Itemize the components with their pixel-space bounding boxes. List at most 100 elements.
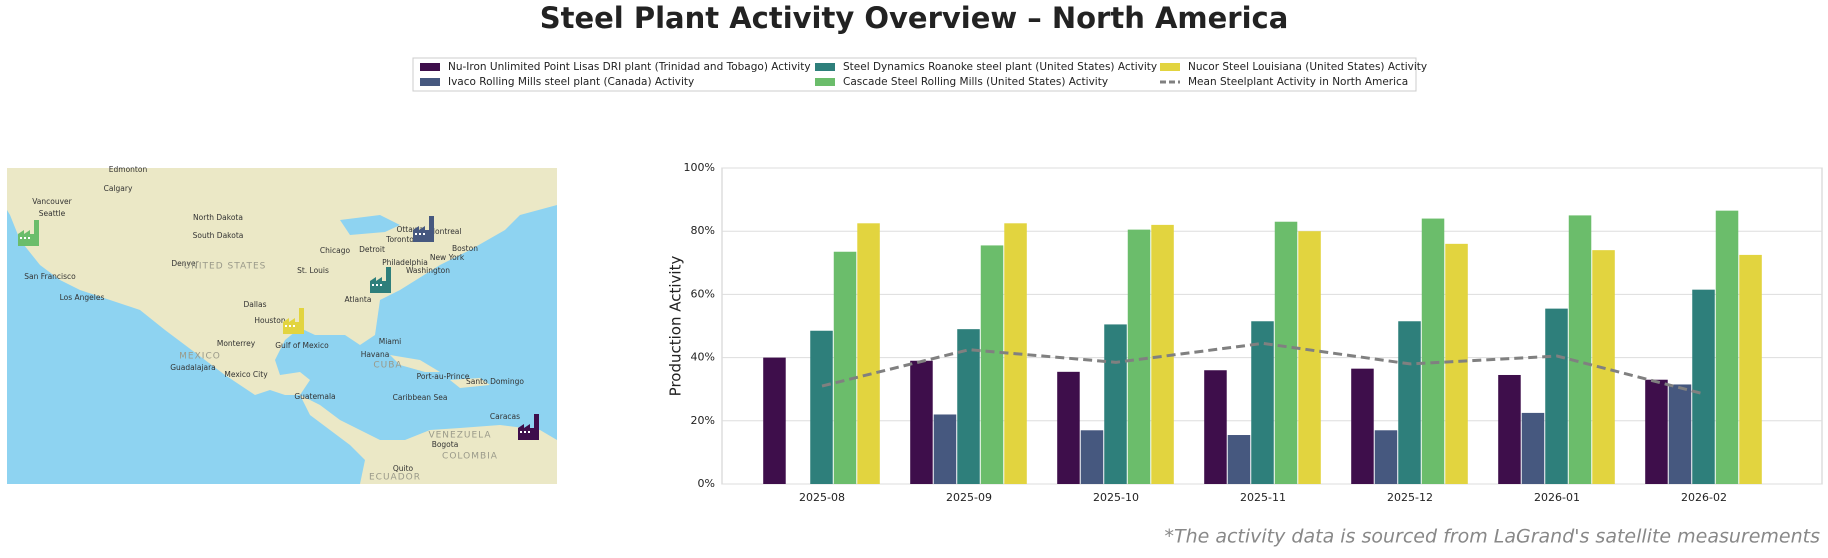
plant-window [20, 237, 22, 239]
map-label: New York [430, 253, 465, 262]
x-tick-label: 2025-11 [1240, 491, 1286, 504]
map-label: Guadalajara [170, 363, 216, 372]
map-label: Washington [406, 266, 450, 275]
map-label: North Dakota [193, 213, 243, 222]
bar [1568, 215, 1592, 484]
map-label: Houston [254, 316, 285, 325]
y-tick-label: 40% [691, 351, 715, 364]
map-label: COLOMBIA [442, 452, 498, 462]
y-tick-label: 80% [691, 224, 715, 237]
x-tick-label: 2025-08 [799, 491, 845, 504]
legend-label: Mean Steelplant Activity in North Americ… [1188, 76, 1408, 88]
map-label: VENEZUELA [428, 431, 491, 441]
map-label: Chicago [320, 246, 351, 255]
map-label: Montreal [429, 227, 462, 236]
map-label: Detroit [359, 245, 385, 254]
plant-window [423, 233, 425, 235]
plant-window [24, 237, 26, 239]
y-axis-label: Production Activity [667, 256, 685, 397]
plant-marker [518, 414, 539, 440]
x-tick-label: 2025-09 [946, 491, 992, 504]
bar [1739, 254, 1762, 484]
bar [1227, 435, 1251, 484]
map-label: Bogota [432, 440, 459, 449]
plant-marker [370, 267, 391, 293]
map-label: Los Angeles [60, 293, 105, 302]
bar [1351, 368, 1374, 484]
bar [1521, 412, 1545, 484]
x-tick-label: 2026-01 [1534, 491, 1580, 504]
map-label: Havana [361, 350, 390, 359]
map-label: Guatemala [294, 392, 335, 401]
bar [1251, 321, 1274, 484]
bar [1127, 229, 1151, 484]
map-label: Santo Domingo [466, 377, 524, 386]
plant-window [372, 284, 374, 286]
legend-swatch [420, 78, 440, 86]
bar [910, 360, 933, 484]
bar [933, 414, 957, 484]
map-label: Ottawa [396, 225, 423, 234]
bar [1398, 321, 1421, 484]
map-label: Quito [393, 464, 414, 473]
map [7, 168, 557, 484]
map-label: Vancouver [32, 197, 72, 206]
bar [1692, 289, 1715, 484]
legend-swatch [815, 78, 835, 86]
plant-window [376, 284, 378, 286]
map-label: MEXICO [179, 352, 221, 362]
y-tick-label: 60% [691, 287, 715, 300]
legend-swatch [815, 63, 835, 71]
bar [1715, 210, 1739, 484]
map-label: Edmonton [109, 165, 148, 174]
map-label: San Francisco [24, 272, 76, 281]
plant-window [528, 431, 530, 433]
map-label: Miami [379, 337, 402, 346]
legend-swatch [1160, 63, 1180, 71]
y-tick-label: 100% [684, 161, 715, 174]
x-tick-label: 2025-12 [1387, 491, 1433, 504]
map-label: Port-au-Prince [417, 372, 470, 381]
map-label: ECUADOR [369, 473, 421, 483]
plant-window [415, 233, 417, 235]
map-label: Caribbean Sea [393, 393, 448, 402]
bar [1151, 224, 1174, 484]
plant-window [293, 325, 295, 327]
plant-icon [283, 308, 304, 334]
bar [1498, 374, 1521, 484]
plant-window [289, 325, 291, 327]
bar [810, 330, 833, 484]
map-label: UNITED STATES [184, 262, 267, 272]
map-label: Philadelphia [382, 258, 428, 267]
map-label: CUBA [373, 361, 402, 371]
bar [980, 245, 1004, 484]
y-tick-label: 0% [698, 477, 715, 490]
plant-icon [18, 220, 39, 246]
bar [1374, 430, 1398, 484]
legend-label: Ivaco Rolling Mills steel plant (Canada)… [448, 76, 694, 88]
map-label: Monterrey [217, 339, 256, 348]
plant-window [285, 325, 287, 327]
bar [1298, 231, 1321, 484]
map-land [7, 168, 557, 395]
legend-box [412, 57, 1417, 92]
bar [1204, 370, 1227, 484]
bar [1668, 384, 1692, 484]
mean-line [821, 341, 1705, 396]
legend-label: Nu-Iron Unlimited Point Lisas DRI plant … [448, 61, 811, 73]
map-label: Mexico City [224, 370, 268, 379]
plant-icon [518, 414, 539, 440]
map-label: Seattle [39, 209, 66, 218]
legend-label: Nucor Steel Louisiana (United States) Ac… [1188, 61, 1427, 73]
bar [1445, 243, 1468, 484]
y-tick-label: 20% [691, 414, 715, 427]
bar [763, 357, 786, 484]
map-label: Dallas [243, 300, 266, 309]
bar [1104, 324, 1127, 484]
bar [957, 329, 980, 484]
bar [1080, 430, 1104, 484]
plant-icon [370, 267, 391, 293]
chart-title: Steel Plant Activity Overview – North Am… [540, 1, 1289, 35]
